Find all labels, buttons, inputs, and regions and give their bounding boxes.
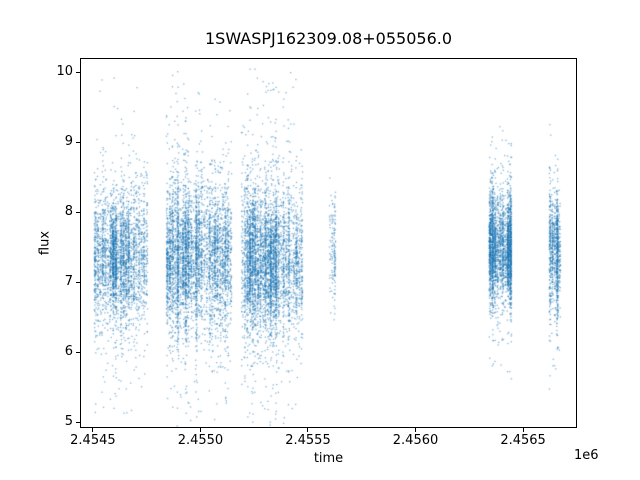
y-tick-mark xyxy=(76,141,80,143)
x-axis-label: time xyxy=(313,451,344,466)
y-tick-mark xyxy=(76,71,80,73)
x-tick-label: 2.4565 xyxy=(500,433,546,448)
x-tick-mark xyxy=(92,428,94,432)
y-tick-label: 9 xyxy=(64,134,73,150)
y-tick-mark xyxy=(76,211,80,213)
y-tick-label: 5 xyxy=(64,414,73,430)
y-tick-label: 6 xyxy=(64,344,73,360)
chart-title: 1SWASPJ162309.08+055056.0 xyxy=(204,29,453,48)
x-axis-offset-label: 1e6 xyxy=(574,448,599,463)
y-tick-mark xyxy=(76,281,80,283)
x-tick-label: 2.4545 xyxy=(70,433,116,448)
x-tick-label: 2.4555 xyxy=(285,433,331,448)
y-tick-label: 10 xyxy=(56,64,73,79)
x-tick-label: 2.4560 xyxy=(392,433,439,448)
x-tick-mark xyxy=(415,428,417,432)
y-tick-mark xyxy=(76,421,80,423)
y-tick-label: 8 xyxy=(64,204,73,220)
x-tick-mark xyxy=(307,428,309,432)
y-tick-mark xyxy=(76,351,80,353)
y-axis-label: flux xyxy=(37,230,53,256)
plot-area xyxy=(80,58,577,428)
y-tick-label: 7 xyxy=(64,274,73,290)
x-tick-mark xyxy=(199,428,201,432)
x-tick-mark xyxy=(522,428,524,432)
x-tick-label: 2.4550 xyxy=(177,433,224,448)
scatter-canvas xyxy=(81,59,576,427)
